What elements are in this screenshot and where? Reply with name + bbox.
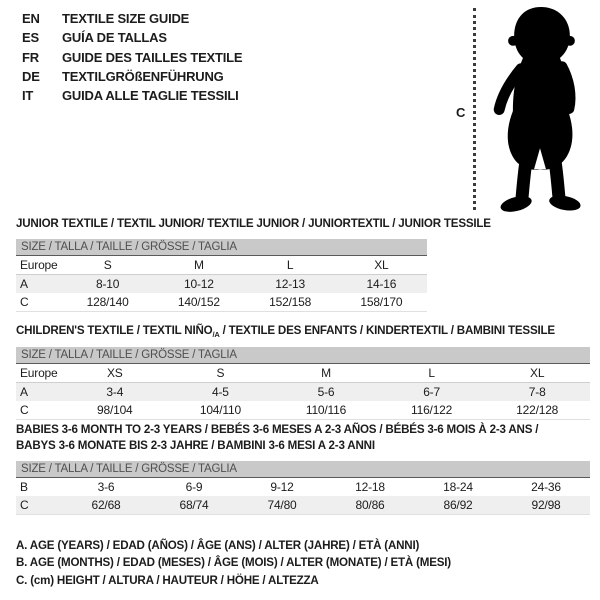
table-cell: 24-36: [531, 480, 561, 494]
junior-size-table: SIZE / TALLA / TAILLE / GRÖSSE / TAGLIA …: [16, 239, 427, 312]
table-cell: 62/68: [91, 498, 121, 512]
list-item: EN TEXTILE SIZE GUIDE: [22, 9, 242, 28]
table-cell: 110/116: [305, 403, 347, 417]
title-line: BABYS 3-6 MONATE BIS 2-3 JAHRE / BAMBINI…: [16, 439, 375, 453]
table-cell: 6-7: [423, 385, 440, 399]
list-item: ES GUÍA DE TALLAS: [22, 28, 242, 47]
table-cell: 68/74: [179, 498, 209, 512]
title-subscript: /A: [212, 330, 220, 339]
legend-line-a: A. AGE (YEARS) / EDAD (AÑOS) / ÂGE (ANS)…: [16, 539, 420, 552]
language-title: TEXTILE SIZE GUIDE: [62, 11, 190, 26]
row-label: C: [20, 498, 29, 512]
table-cell: 140/152: [177, 295, 220, 309]
size-header-bar: SIZE / TALLA / TAILLE / GRÖSSE / TAGLIA: [16, 347, 590, 364]
table-cell: 128/140: [86, 295, 129, 309]
language-title: GUIDA ALLE TAGLIE TESSILI: [62, 88, 239, 104]
table-row: A 3-4 4-5 5-6 6-7 7-8: [16, 383, 590, 401]
language-code: EN: [22, 11, 40, 26]
table-cell: 4-5: [212, 385, 229, 399]
table-row: A 8-10 10-12 12-13 14-16: [16, 275, 427, 293]
table-cell: 12-13: [275, 277, 305, 291]
table-cell: M: [193, 258, 204, 272]
baby-silhouette-image: [493, 6, 581, 212]
table-cell: 8-10: [96, 277, 120, 291]
table-cell: 104/110: [199, 403, 241, 417]
legend: A. AGE (YEARS) / EDAD (AÑOS) / ÂGE (ANS)…: [16, 537, 451, 589]
table-cell: 158/170: [360, 295, 403, 309]
table-row: C 98/104 104/110 110/116 116/122 122/128: [16, 401, 590, 419]
table-row: C 62/68 68/74 74/80 80/86 86/92 92/98: [16, 496, 590, 514]
table-row: Europe XS S M L XL: [16, 364, 590, 383]
list-item: FR GUIDE DES TAILLES TEXTILE: [22, 48, 243, 67]
babies-section-title: BABIES 3-6 MONTH TO 2-3 YEARS / BEBÉS 3-…: [16, 422, 581, 455]
row-label: C: [20, 295, 29, 309]
language-title-list: EN TEXTILE SIZE GUIDE ES GUÍA DE TALLAS …: [22, 9, 243, 105]
list-item: IT GUIDA ALLE TAGLIE TESSILI: [22, 86, 242, 105]
size-header-bar: SIZE / TALLA / TAILLE / GRÖSSE / TAGLIA: [16, 239, 427, 256]
language-code: DE: [22, 68, 40, 84]
table-cell: 152/158: [269, 295, 312, 309]
children-size-table: SIZE / TALLA / TAILLE / GRÖSSE / TAGLIA …: [16, 347, 590, 420]
table-cell: 6-9: [185, 480, 203, 494]
babies-size-table: SIZE / TALLA / TAILLE / GRÖSSE / TAGLIA …: [16, 461, 590, 515]
table-cell: 7-8: [528, 385, 546, 399]
table-cell: S: [216, 366, 225, 380]
language-title: GUÍA DE TALLAS: [62, 30, 167, 46]
row-label: A: [20, 277, 28, 291]
table-cell: 14-16: [366, 277, 397, 291]
table-cell: 3-4: [106, 385, 124, 399]
legend-line-b: B. AGE (MONTHS) / EDAD (MESES) / ÂGE (MO…: [16, 556, 451, 570]
title-text: / TEXTILE DES ENFANTS / KINDERTEXTIL / B…: [219, 324, 556, 337]
table-cell: 12-18: [355, 480, 385, 494]
table-cell: M: [321, 366, 331, 380]
language-code: ES: [22, 30, 39, 46]
title-text: CHILDREN'S TEXTILE / TEXTIL NIÑO: [16, 324, 213, 337]
language-code: IT: [22, 88, 34, 104]
table-cell: 74/80: [267, 498, 297, 512]
legend-line-c: C. (cm) HEIGHT / ALTURA / HAUTEUR / HÖHE…: [16, 573, 319, 587]
list-item: DE TEXTILGRÖßENFÜHRUNG: [22, 67, 242, 86]
children-section-title: CHILDREN'S TEXTILE / TEXTIL NIÑO/A / TEX…: [16, 324, 555, 339]
row-label: B: [20, 480, 28, 494]
row-label: C: [20, 403, 29, 417]
table-cell: 122/128: [516, 403, 559, 417]
junior-section-title: JUNIOR TEXTILE / TEXTIL JUNIOR/ TEXTILE …: [16, 217, 491, 230]
table-cell: 9-12: [270, 480, 294, 494]
table-row: Europe S M L XL: [16, 256, 427, 275]
table-cell: 18-24: [443, 480, 473, 494]
language-code: FR: [22, 49, 39, 65]
table-cell: S: [103, 258, 112, 272]
table-cell: 80/86: [355, 498, 385, 512]
table-cell: XL: [530, 366, 545, 380]
row-label: Europe: [20, 258, 58, 272]
table-row: B 3-6 6-9 9-12 12-18 18-24 24-36: [16, 478, 590, 496]
language-title: GUIDE DES TAILLES TEXTILE: [62, 49, 243, 65]
table-cell: L: [428, 366, 435, 380]
table-cell: 92/98: [531, 498, 561, 512]
table-cell: 116/122: [411, 403, 453, 417]
table-cell: XL: [374, 258, 389, 272]
height-dotted-line: [473, 8, 476, 210]
table-row: C 128/140 140/152 152/158 158/170: [16, 293, 427, 311]
table-cell: 3-6: [97, 480, 115, 494]
size-header-bar: SIZE / TALLA / TAILLE / GRÖSSE / TAGLIA: [16, 461, 590, 478]
language-title: TEXTILGRÖßENFÜHRUNG: [62, 68, 224, 84]
table-cell: 98/104: [97, 403, 133, 417]
table-cell: L: [286, 258, 294, 272]
row-label: Europe: [20, 366, 58, 380]
title-line: BABIES 3-6 MONTH TO 2-3 YEARS / BEBÉS 3-…: [16, 423, 539, 436]
row-label: A: [20, 385, 28, 399]
table-cell: 10-12: [184, 277, 214, 291]
height-marker-label: C: [456, 105, 466, 120]
table-cell: 5-6: [317, 385, 335, 399]
table-cell: 86/92: [443, 498, 473, 512]
table-cell: XS: [106, 366, 123, 380]
